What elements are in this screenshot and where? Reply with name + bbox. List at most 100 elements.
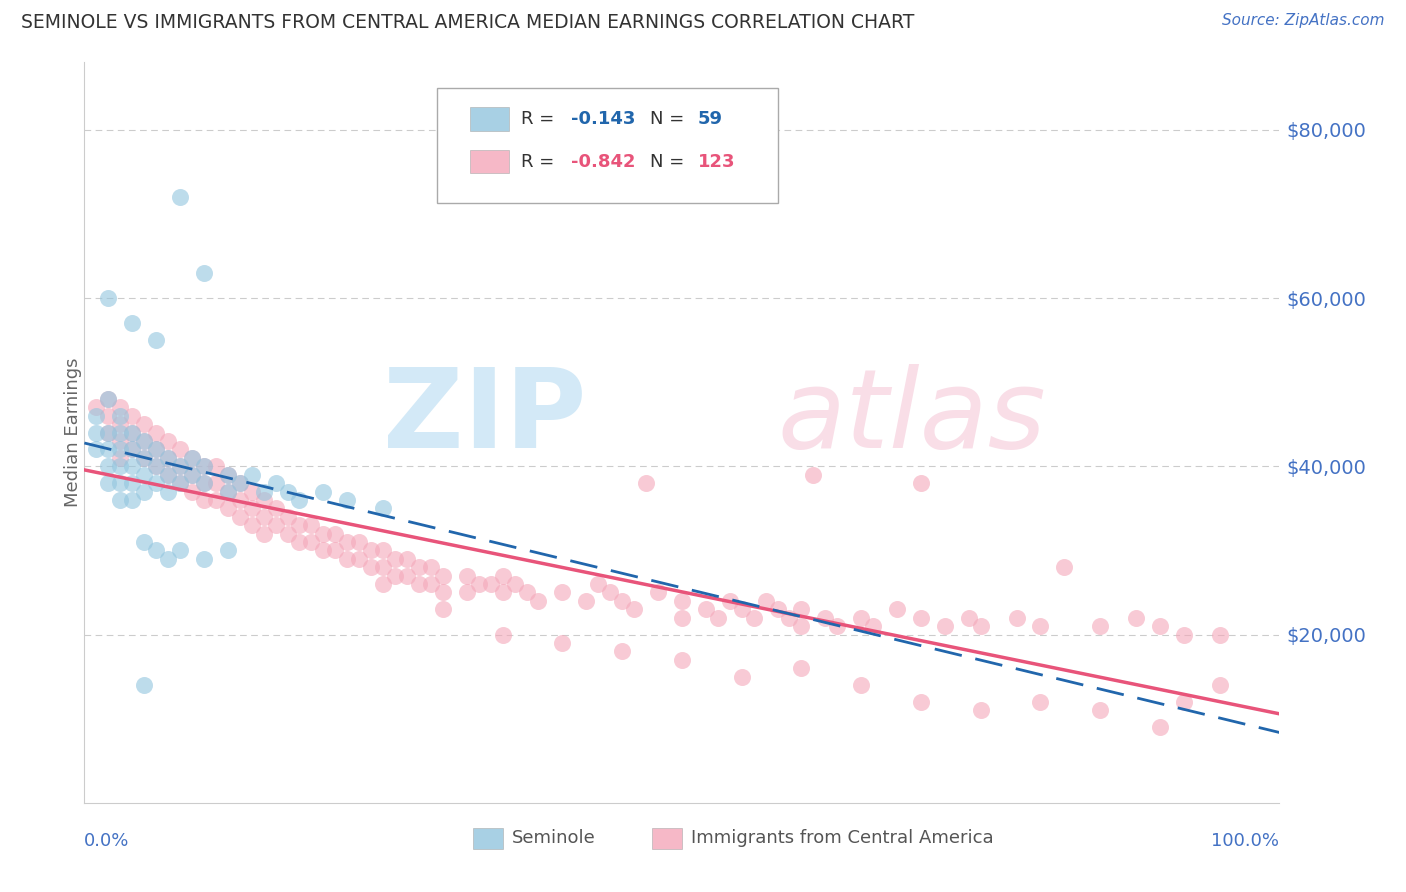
Point	[288, 518, 311, 533]
Point	[217, 484, 239, 499]
Point	[742, 610, 765, 624]
Point	[851, 610, 873, 624]
Point	[132, 484, 156, 499]
Point	[612, 644, 634, 658]
Point	[86, 401, 108, 415]
Point	[217, 543, 239, 558]
Point	[575, 594, 598, 608]
Point	[110, 425, 132, 440]
FancyBboxPatch shape	[472, 828, 503, 848]
Point	[312, 543, 335, 558]
Point	[1149, 619, 1171, 633]
Point	[110, 442, 132, 457]
Point	[360, 560, 382, 574]
Point	[396, 551, 419, 566]
Point	[288, 492, 311, 507]
Point	[157, 450, 180, 465]
Text: R =: R =	[520, 110, 560, 128]
Point	[312, 484, 335, 499]
Point	[217, 467, 239, 482]
Text: atlas: atlas	[778, 364, 1046, 471]
Point	[814, 610, 837, 624]
Point	[456, 585, 478, 599]
Point	[97, 442, 120, 457]
Text: Source: ZipAtlas.com: Source: ZipAtlas.com	[1222, 13, 1385, 29]
Point	[623, 602, 645, 616]
Point	[181, 467, 204, 482]
Point	[97, 409, 120, 423]
Point	[217, 467, 239, 482]
Text: R =: R =	[520, 153, 560, 170]
Point	[169, 476, 191, 491]
Point	[97, 392, 120, 406]
Point	[1209, 627, 1232, 641]
Point	[755, 594, 778, 608]
Point	[193, 266, 215, 280]
Point	[384, 551, 406, 566]
Point	[349, 535, 371, 549]
Point	[301, 535, 323, 549]
Point	[240, 518, 263, 533]
Point	[264, 501, 287, 516]
Point	[551, 585, 574, 599]
Point	[527, 594, 550, 608]
Text: -0.842: -0.842	[571, 153, 636, 170]
Point	[253, 484, 276, 499]
Point	[766, 602, 789, 616]
Point	[169, 476, 191, 491]
Point	[408, 560, 430, 574]
Point	[731, 602, 754, 616]
Point	[790, 602, 813, 616]
Point	[790, 619, 813, 633]
Point	[516, 585, 538, 599]
Y-axis label: Median Earnings: Median Earnings	[65, 358, 82, 508]
Point	[1029, 619, 1052, 633]
Point	[181, 467, 204, 482]
Point	[325, 543, 347, 558]
Point	[1173, 627, 1195, 641]
Point	[205, 492, 228, 507]
Point	[97, 291, 120, 305]
Point	[121, 316, 143, 330]
Point	[157, 551, 180, 566]
Point	[910, 610, 932, 624]
Point	[432, 585, 454, 599]
Point	[970, 703, 993, 717]
Point	[229, 509, 252, 524]
Point	[468, 577, 491, 591]
Point	[1149, 720, 1171, 734]
Point	[479, 577, 502, 591]
Point	[695, 602, 717, 616]
Point	[492, 585, 515, 599]
Point	[157, 450, 180, 465]
Point	[264, 518, 287, 533]
Point	[373, 543, 395, 558]
Point	[217, 484, 239, 499]
Text: 59: 59	[697, 110, 723, 128]
Point	[181, 450, 204, 465]
Point	[301, 518, 323, 533]
Text: 123: 123	[697, 153, 735, 170]
Point	[157, 467, 180, 482]
Point	[86, 442, 108, 457]
Point	[110, 450, 132, 465]
Point	[312, 526, 335, 541]
Point	[336, 535, 359, 549]
Point	[957, 610, 980, 624]
Point	[181, 450, 204, 465]
Point	[169, 459, 191, 474]
Point	[97, 425, 120, 440]
Point	[121, 476, 143, 491]
Point	[336, 551, 359, 566]
Point	[169, 190, 191, 204]
Point	[910, 695, 932, 709]
Point	[240, 501, 263, 516]
Point	[193, 492, 215, 507]
Point	[145, 442, 167, 457]
Point	[110, 434, 132, 448]
Point	[110, 492, 132, 507]
Text: -0.143: -0.143	[571, 110, 636, 128]
Point	[229, 476, 252, 491]
Point	[1029, 695, 1052, 709]
Text: ZIP: ZIP	[382, 364, 586, 471]
